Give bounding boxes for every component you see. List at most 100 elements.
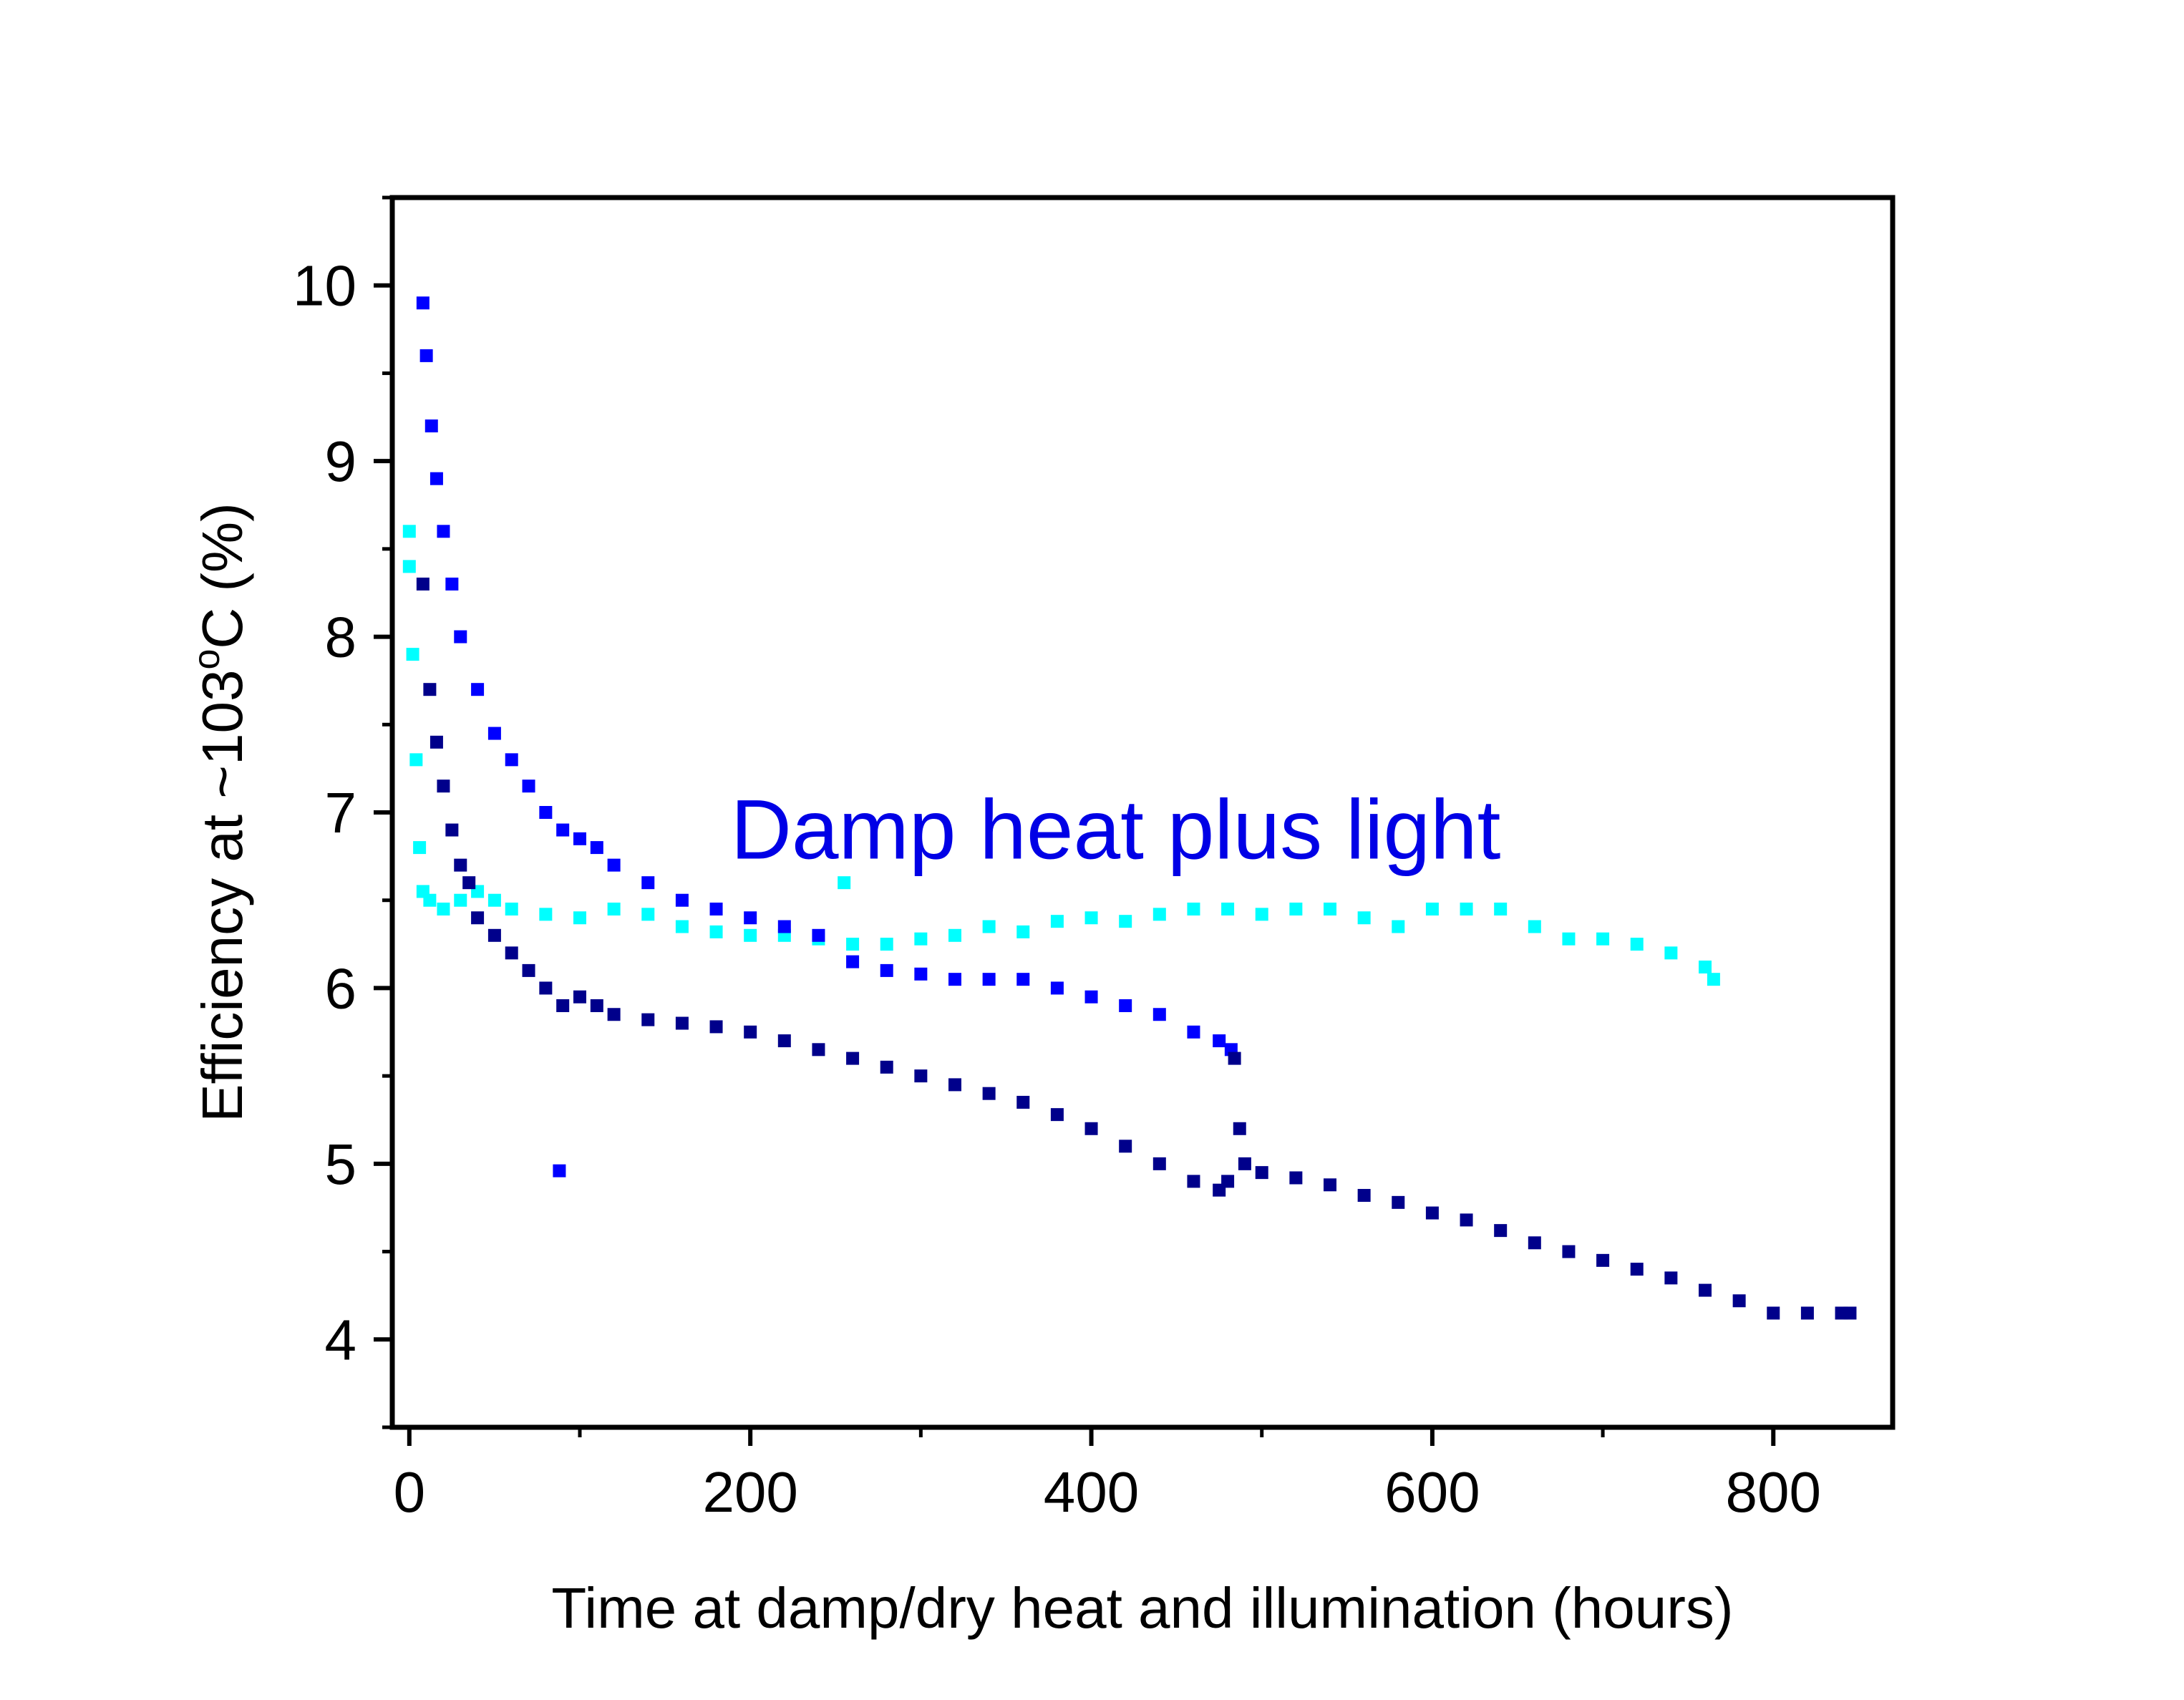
y-axis-ticks: 4 5 6 7 8 9 10 — [293, 195, 392, 1429]
data-point — [641, 908, 655, 921]
data-point — [1228, 1051, 1241, 1065]
data-point — [1152, 1157, 1166, 1170]
data-point — [607, 1008, 621, 1021]
data-point — [709, 1020, 723, 1034]
data-point — [838, 876, 851, 890]
data-point — [1392, 920, 1405, 933]
data-point — [1494, 902, 1508, 915]
y-axis-title-main: Efficiency at ~103 — [190, 670, 254, 1122]
data-point — [948, 928, 961, 942]
data-point — [675, 893, 689, 907]
data-point — [573, 832, 586, 845]
data-point — [675, 920, 689, 933]
data-point — [1050, 915, 1064, 928]
data-point — [846, 955, 860, 968]
data-point — [709, 902, 723, 915]
data-point — [1596, 932, 1610, 946]
data-point — [880, 938, 893, 951]
data-point — [522, 779, 535, 793]
data-point — [607, 858, 621, 872]
data-point — [1630, 1263, 1644, 1276]
x-tick-label: 400 — [1044, 1460, 1139, 1524]
data-point — [539, 981, 553, 995]
data-point — [1187, 1175, 1200, 1188]
annotation-label: Damp heat plus light — [731, 783, 1501, 878]
data-point — [982, 973, 996, 986]
data-point — [1084, 911, 1098, 925]
data-point — [948, 1078, 961, 1092]
data-point — [573, 911, 586, 925]
data-point — [914, 967, 928, 981]
data-point — [553, 1164, 566, 1177]
data-point — [1084, 990, 1098, 1004]
data-point — [1562, 932, 1576, 946]
data-point — [1707, 973, 1720, 986]
data-point — [1050, 1108, 1064, 1122]
data-point — [556, 999, 570, 1012]
data-point — [641, 1013, 655, 1026]
x-tick-label: 0 — [394, 1460, 426, 1524]
data-point — [1664, 1271, 1678, 1285]
data-point — [487, 893, 501, 907]
data-point — [914, 932, 928, 946]
data-point — [1084, 1122, 1098, 1135]
y-axis-title-tail: C (%) — [190, 502, 254, 649]
y-tick-label: 4 — [325, 1308, 357, 1371]
data-point — [1050, 981, 1064, 995]
y-tick-label: 5 — [325, 1132, 357, 1196]
data-point — [1528, 1236, 1541, 1250]
data-point — [429, 472, 443, 485]
data-point — [445, 823, 459, 837]
data-point — [1800, 1306, 1814, 1320]
data-point — [424, 419, 438, 433]
data-point — [744, 911, 757, 925]
data-point — [1425, 902, 1439, 915]
data-point — [471, 911, 485, 925]
data-point — [777, 1034, 791, 1048]
data-point — [1392, 1195, 1405, 1209]
data-point — [487, 727, 501, 740]
data-point — [1494, 1224, 1508, 1238]
data-point — [914, 1069, 928, 1083]
data-point — [1528, 920, 1541, 933]
data-point — [1699, 1283, 1712, 1297]
x-tick-label: 200 — [702, 1460, 797, 1524]
data-point — [982, 920, 996, 933]
data-point — [846, 938, 860, 951]
data-point — [812, 1043, 825, 1057]
data-point — [1699, 960, 1712, 973]
data-point — [471, 683, 485, 696]
x-tick-label: 800 — [1726, 1460, 1821, 1524]
data-point — [846, 1051, 860, 1065]
data-point — [675, 1016, 689, 1030]
data-point — [1119, 1140, 1132, 1153]
y-tick-label: 10 — [293, 254, 356, 318]
data-point — [1187, 902, 1200, 915]
y-tick-label: 8 — [325, 606, 357, 669]
data-point — [505, 902, 518, 915]
data-point — [454, 858, 467, 872]
y-tick-label: 7 — [325, 781, 357, 845]
data-point — [744, 928, 757, 942]
data-point — [505, 946, 518, 960]
data-point — [812, 928, 825, 942]
series-3 — [416, 577, 1857, 1320]
data-point — [1187, 1025, 1200, 1039]
data-point — [416, 577, 429, 591]
data-point — [744, 1025, 757, 1039]
data-point — [982, 1087, 996, 1100]
data-point — [607, 902, 621, 915]
data-point — [1664, 946, 1678, 960]
data-point — [1255, 908, 1268, 921]
data-point — [1324, 1178, 1336, 1192]
data-point — [1152, 1008, 1166, 1021]
data-point — [402, 560, 416, 573]
data-point — [556, 823, 570, 837]
data-point — [1357, 911, 1371, 925]
data-point — [1238, 1157, 1251, 1170]
data-point — [539, 806, 553, 819]
data-point — [1221, 902, 1235, 915]
data-point — [573, 990, 586, 1004]
data-point — [709, 925, 723, 938]
